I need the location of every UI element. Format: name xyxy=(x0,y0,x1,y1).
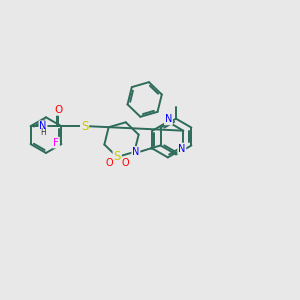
Text: S: S xyxy=(81,120,88,133)
Text: N: N xyxy=(178,143,185,154)
Text: N: N xyxy=(132,147,140,157)
Text: N: N xyxy=(165,114,172,124)
Text: O: O xyxy=(54,105,63,115)
Text: O: O xyxy=(122,158,129,168)
Text: N: N xyxy=(39,121,47,131)
Text: F: F xyxy=(53,138,59,148)
Text: S: S xyxy=(113,150,121,164)
Text: O: O xyxy=(105,158,113,168)
Text: H: H xyxy=(40,128,46,137)
